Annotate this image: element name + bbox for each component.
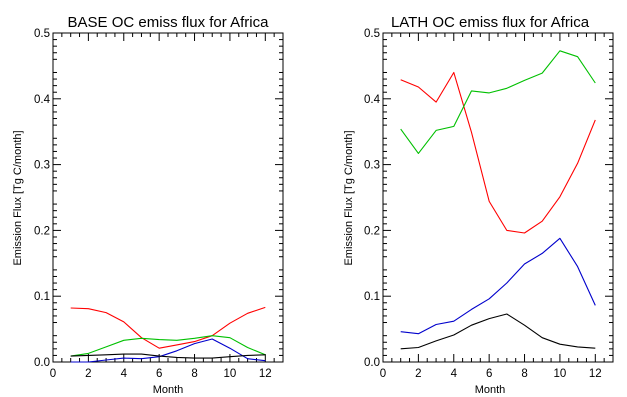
y-tick-label: 0.4 bbox=[364, 94, 381, 106]
chart-title-base: BASE OC emiss flux for Africa bbox=[68, 14, 270, 31]
x-tick-label: 4 bbox=[121, 368, 128, 380]
x-tick-label: 6 bbox=[156, 368, 162, 380]
series-line-4 bbox=[70, 353, 266, 359]
y-tick-label: 0.2 bbox=[34, 225, 50, 237]
chart-panel-lath: LATH OC emiss flux for Africa Month Emis… bbox=[343, 14, 614, 396]
y-tick-label: 0.3 bbox=[34, 160, 50, 172]
y-tick-label: 0.0 bbox=[364, 357, 380, 369]
x-tick-label: 6 bbox=[486, 368, 492, 380]
y-tick-label: 0.2 bbox=[364, 225, 380, 237]
series-line-2 bbox=[70, 335, 266, 357]
y-tick-label: 0.3 bbox=[364, 160, 380, 172]
x-tick-label: 8 bbox=[521, 368, 527, 380]
x-tick-label: 10 bbox=[224, 368, 237, 380]
x-tick-label: 2 bbox=[85, 368, 91, 380]
x-tick-label: 4 bbox=[451, 368, 458, 380]
x-tick-label: 10 bbox=[554, 368, 567, 380]
series-line-4 bbox=[400, 313, 596, 350]
chart-panel-base: BASE OC emiss flux for Africa Month Emis… bbox=[12, 14, 284, 396]
series-line-1 bbox=[70, 306, 266, 349]
y-tick-label: 0.4 bbox=[34, 94, 51, 106]
plot-frame bbox=[382, 32, 614, 363]
y-tick-label: 0.5 bbox=[34, 28, 50, 40]
x-tick-label: 0 bbox=[50, 368, 56, 380]
series-line-3 bbox=[400, 237, 596, 335]
x-tick-label: 12 bbox=[259, 368, 272, 380]
x-axis-label-base: Month bbox=[153, 384, 184, 396]
y-tick-label: 0.5 bbox=[364, 28, 380, 40]
series-line-1 bbox=[400, 71, 596, 234]
y-tick-label: 0.1 bbox=[34, 291, 50, 303]
y-tick-label: 0.1 bbox=[364, 291, 380, 303]
series-line-3 bbox=[70, 338, 266, 363]
y-axis-label-base: Emission Flux [Tg C/month] bbox=[12, 130, 24, 265]
y-axis-label-lath: Emission Flux [Tg C/month] bbox=[343, 130, 355, 265]
chart-title-lath: LATH OC emiss flux for Africa bbox=[391, 14, 590, 31]
series-line-2 bbox=[400, 50, 596, 154]
x-tick-label: 12 bbox=[589, 368, 602, 380]
y-tick-label: 0.0 bbox=[34, 357, 50, 369]
x-tick-label: 0 bbox=[380, 368, 386, 380]
x-tick-label: 2 bbox=[415, 368, 421, 380]
x-axis-label-lath: Month bbox=[475, 384, 506, 396]
x-tick-label: 8 bbox=[191, 368, 197, 380]
